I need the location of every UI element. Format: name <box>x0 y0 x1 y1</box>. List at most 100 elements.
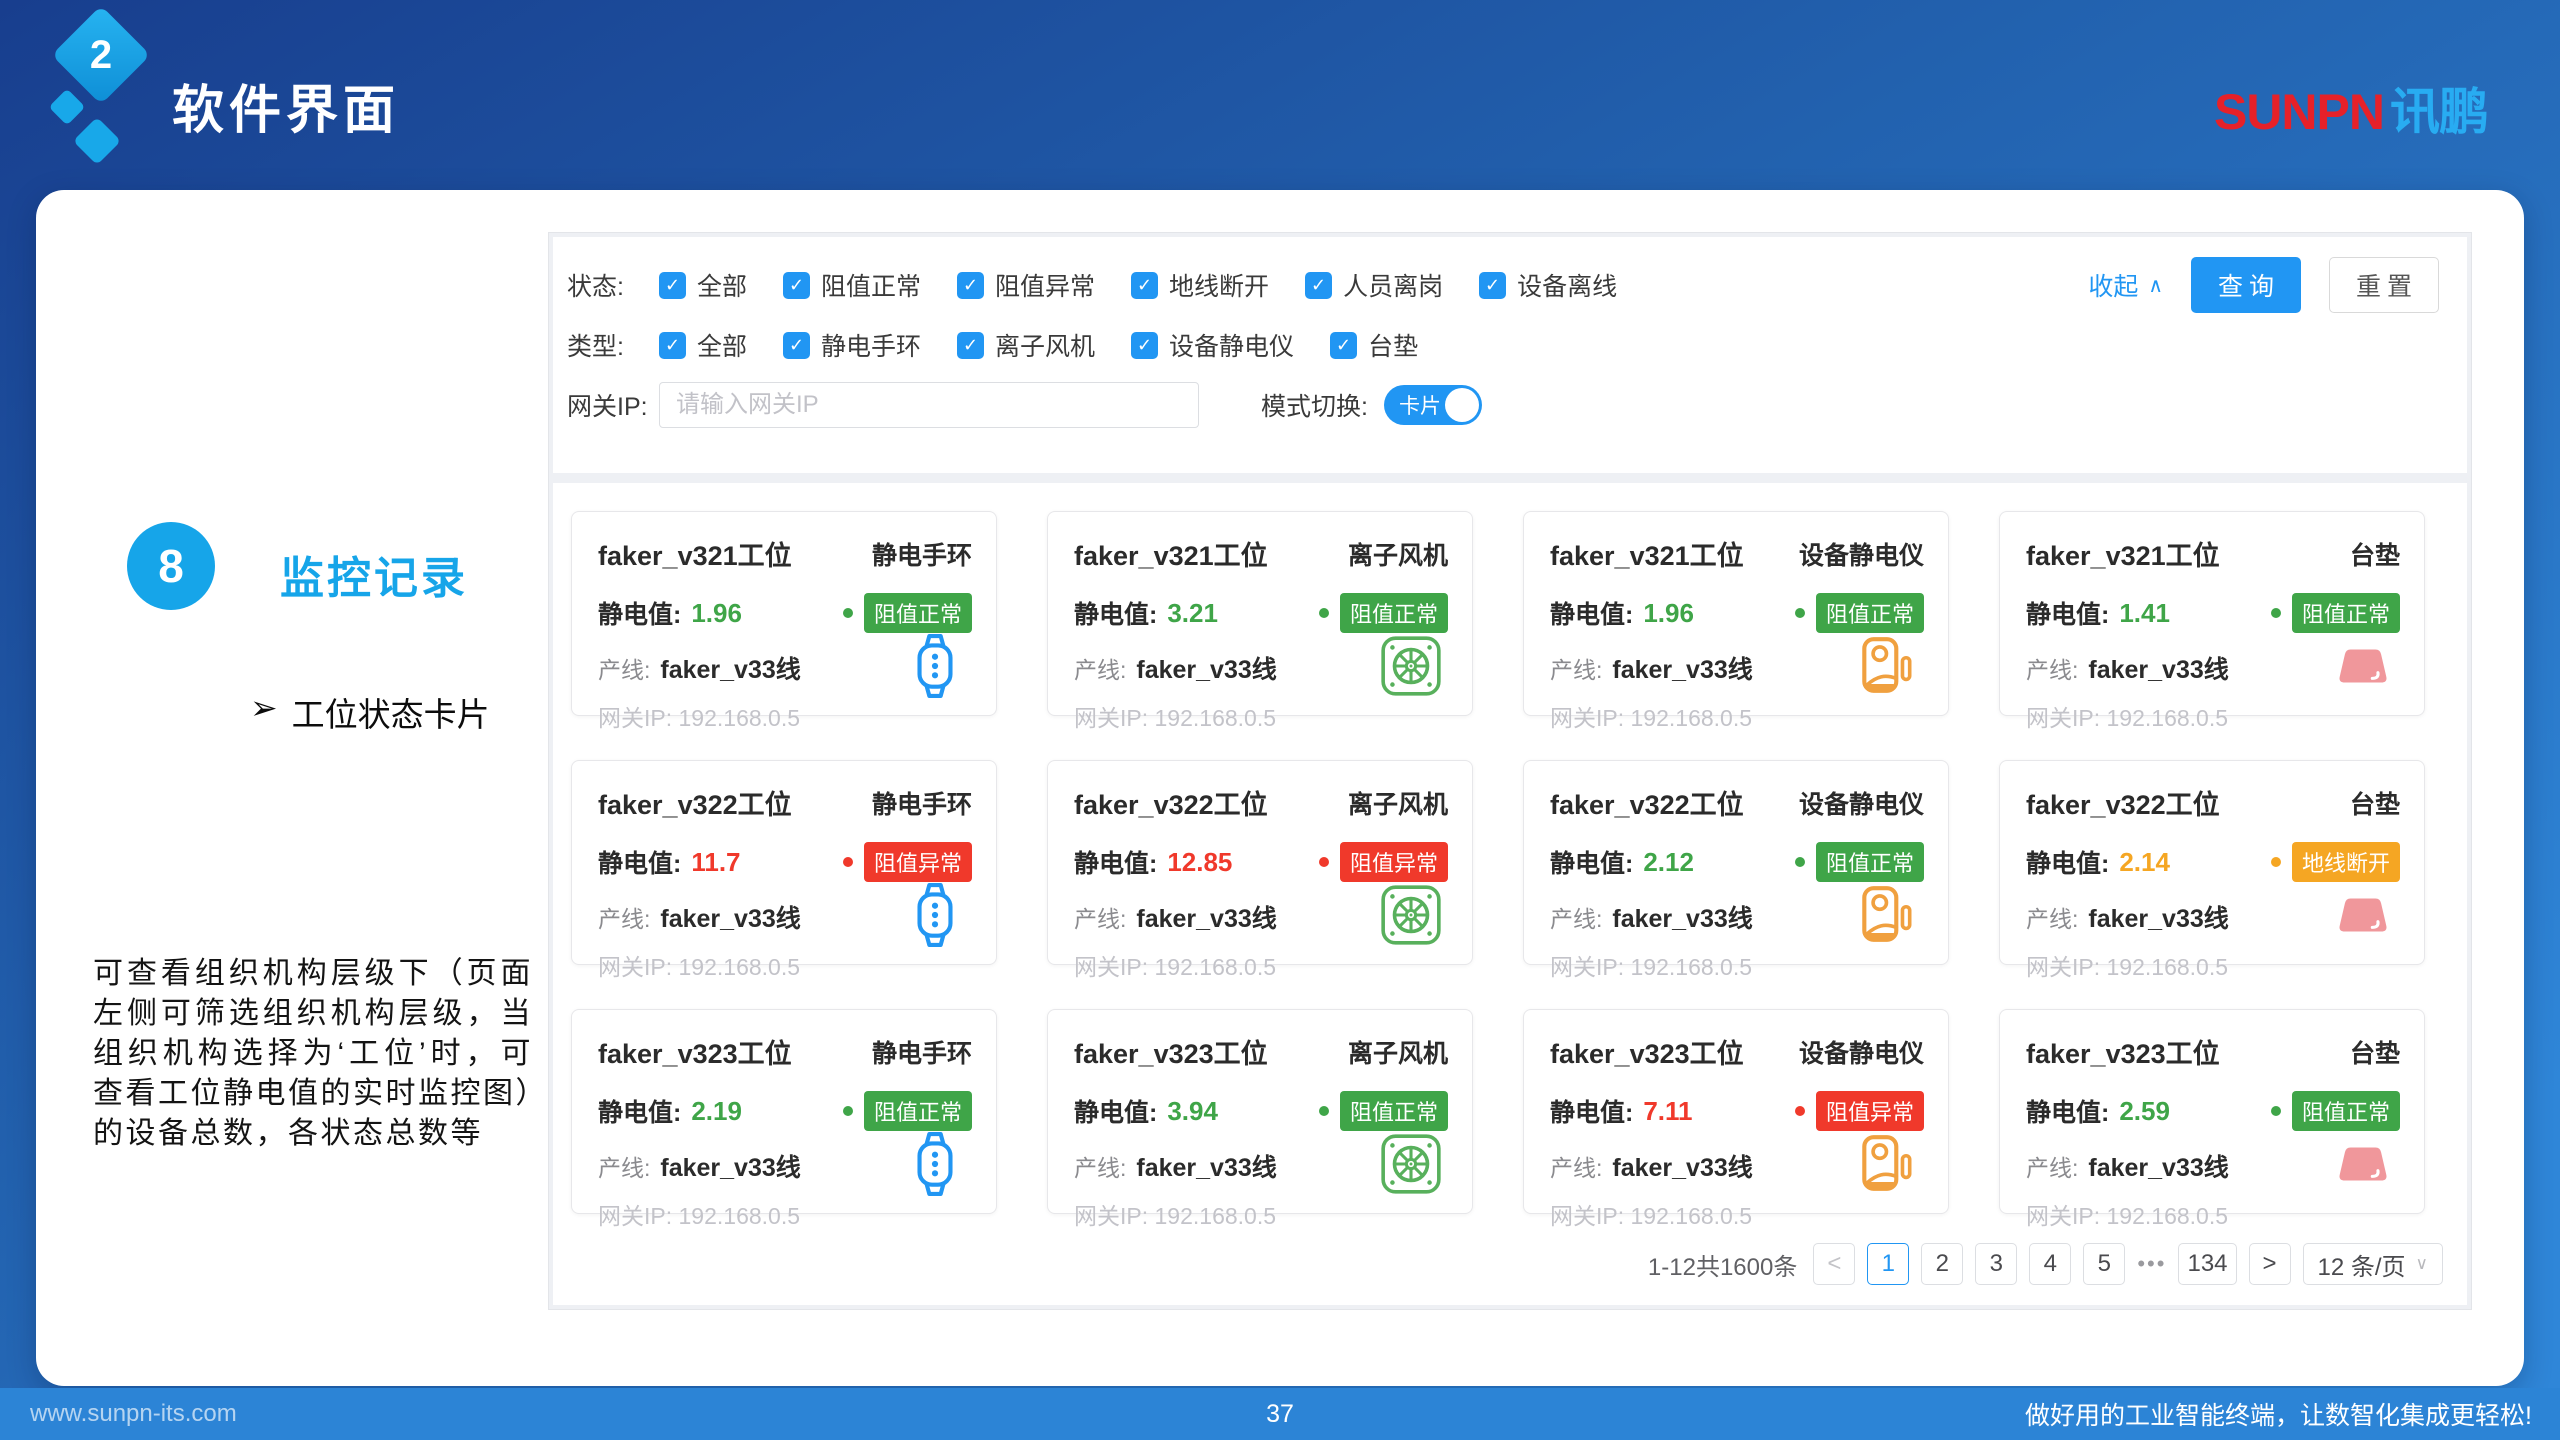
gateway-ip-input[interactable] <box>659 382 1199 428</box>
search-button[interactable]: 查询 <box>2190 257 2301 313</box>
device-card: faker_v321工位 静电手环 静电值: 1.96 阻值正常 产线: fak… <box>571 511 997 731</box>
checkbox-label: 全部 <box>697 273 748 301</box>
line-label: 产线: <box>1550 906 1603 932</box>
status-filter-0[interactable]: ✓ 全部 <box>659 267 747 303</box>
production-line-row: 产线: faker_v33线 <box>2026 1148 2400 1184</box>
mode-toggle-value: 卡片 <box>1398 395 1441 418</box>
static-value-label: 静电值: <box>2026 1099 2110 1127</box>
collapse-label: 收起 <box>2088 273 2139 301</box>
gateway-ip-row: 网关IP: 192.168.0.5 <box>1550 1197 1924 1231</box>
table-mat-icon <box>2339 649 2387 683</box>
status-dot-icon <box>2270 608 2281 618</box>
device-icon-box <box>1854 1131 1920 1197</box>
monitor-cards-section: faker_v321工位 静电手环 静电值: 1.96 阻值正常 产线: fak… <box>553 483 2467 1305</box>
station-name: faker_v322工位 <box>1550 790 1744 820</box>
static-value: 2.14 <box>2119 846 2170 877</box>
production-line-row: 产线: faker_v33线 <box>2026 650 2400 686</box>
table-mat-icon <box>2339 1147 2387 1181</box>
next-page-button[interactable]: > <box>2248 1243 2291 1285</box>
status-dot-icon <box>1794 608 1805 618</box>
device-card-grid: faker_v321工位 静电手环 静电值: 1.96 阻值正常 产线: fak… <box>571 511 2467 1229</box>
decorative-diamond-small-1 <box>48 88 86 126</box>
checkbox-label: 阻值正常 <box>821 273 922 301</box>
gateway-label: 网关IP: <box>1074 1203 1155 1229</box>
line-value: faker_v33线 <box>2088 905 2229 933</box>
station-name: faker_v322工位 <box>598 790 792 820</box>
status-filter-3[interactable]: ✓ 地线断开 <box>1131 267 1269 303</box>
footer-page-number: 37 <box>1266 1399 1294 1428</box>
checkbox-label: 设备离线 <box>1517 273 1618 301</box>
status-filter-5[interactable]: ✓ 设备离线 <box>1479 267 1617 303</box>
reset-button[interactable]: 重置 <box>2328 257 2439 313</box>
status-filter-4[interactable]: ✓ 人员离岗 <box>1305 267 1443 303</box>
wristband-icon <box>917 634 953 698</box>
static-value-label: 静电值: <box>1074 850 1158 878</box>
status-indicator: 阻值正常 <box>1318 593 1448 633</box>
status-dot-icon <box>2270 857 2281 867</box>
type-filter-4[interactable]: ✓ 台垫 <box>1330 327 1418 363</box>
prev-page-button[interactable]: < <box>1813 1243 1856 1285</box>
station-name: faker_v321工位 <box>1074 541 1268 571</box>
collapse-link[interactable]: 收起 ∧ <box>2088 267 2163 303</box>
checkbox-label: 阻值异常 <box>995 273 1096 301</box>
station-name: faker_v323工位 <box>2026 1039 2220 1069</box>
page-button-5[interactable]: 5 <box>2083 1243 2126 1285</box>
status-badge: 阻值异常 <box>1815 1091 1924 1131</box>
line-value: faker_v33线 <box>660 905 801 933</box>
line-value: faker_v33线 <box>2088 1154 2229 1182</box>
status-indicator: 阻值正常 <box>1794 593 1924 633</box>
device-card-header: faker_v322工位 台垫 <box>2026 783 2400 822</box>
chevron-up-icon: ∧ <box>2148 274 2163 297</box>
static-value-label: 静电值: <box>1550 850 1634 878</box>
gateway-value: 192.168.0.5 <box>1630 705 1753 731</box>
page-button-1[interactable]: 1 <box>1867 1243 1910 1285</box>
device-card-header: faker_v322工位 设备静电仪 <box>1550 783 1924 822</box>
line-label: 产线: <box>598 657 651 683</box>
production-line-row: 产线: faker_v33线 <box>598 650 972 686</box>
device-icon-box <box>902 633 968 699</box>
station-name: faker_v321工位 <box>2026 541 2220 571</box>
device-card-header: faker_v321工位 设备静电仪 <box>1550 534 1924 573</box>
page-button-3[interactable]: 3 <box>1975 1243 2018 1285</box>
type-filter-2[interactable]: ✓ 离子风机 <box>957 327 1095 363</box>
bullet-text: 工位状态卡片 <box>291 696 490 733</box>
status-filter-2[interactable]: ✓ 阻值异常 <box>957 267 1095 303</box>
table-mat-icon <box>2339 898 2387 932</box>
page-button-4[interactable]: 4 <box>2029 1243 2072 1285</box>
slide-title: 软件界面 <box>172 82 401 140</box>
page-button-last[interactable]: 134 <box>2178 1243 2237 1285</box>
type-filter-3[interactable]: ✓ 设备静电仪 <box>1131 327 1294 363</box>
static-meter-icon <box>1862 886 1912 942</box>
device-type-label: 台垫 <box>2349 541 2400 570</box>
status-indicator: 阻值正常 <box>842 1091 972 1131</box>
page-size-select[interactable]: 12 条/页 ∨ <box>2302 1243 2443 1285</box>
device-type-label: 离子风机 <box>1347 1039 1448 1068</box>
line-value: faker_v33线 <box>1136 656 1277 684</box>
device-icon-box <box>1854 633 1920 699</box>
status-badge: 阻值正常 <box>1339 1091 1448 1131</box>
production-line-row: 产线: faker_v33线 <box>1550 650 1924 686</box>
chapter-number-badge: 2 <box>89 32 113 77</box>
page-button-2[interactable]: 2 <box>1921 1243 1964 1285</box>
gateway-value: 192.168.0.5 <box>2106 705 2229 731</box>
gateway-value: 192.168.0.5 <box>1154 954 1277 980</box>
type-filter-0[interactable]: ✓ 全部 <box>659 327 747 363</box>
gateway-label: 网关IP: <box>1074 705 1155 731</box>
mode-toggle[interactable]: 卡片 <box>1383 385 1482 425</box>
toggle-knob <box>1444 388 1479 422</box>
type-filter-1[interactable]: ✓ 静电手环 <box>783 327 921 363</box>
static-value-row: 静电值: 2.59 阻值正常 <box>2026 1091 2400 1131</box>
line-value: faker_v33线 <box>660 656 801 684</box>
gateway-value: 192.168.0.5 <box>678 954 801 980</box>
static-meter-icon <box>1862 637 1912 693</box>
static-value-row: 静电值: 1.41 阻值正常 <box>2026 593 2400 633</box>
line-value: faker_v33线 <box>1136 905 1277 933</box>
brand-logo-chinese: 讯鹏 <box>2390 84 2489 140</box>
wristband-icon <box>917 1132 953 1196</box>
static-value-row: 静电值: 3.21 阻值正常 <box>1074 593 1448 633</box>
status-badge: 阻值正常 <box>1815 593 1924 633</box>
status-filter-1[interactable]: ✓ 阻值正常 <box>783 267 921 303</box>
mode-switch-label: 模式切换: <box>1261 393 1368 421</box>
status-filter-row: 状态: ✓ 全部 ✓ 阻值正常 ✓ 阻值异常 ✓ 地线断开 <box>567 257 2451 313</box>
static-value-row: 静电值: 7.11 阻值异常 <box>1550 1091 1924 1131</box>
